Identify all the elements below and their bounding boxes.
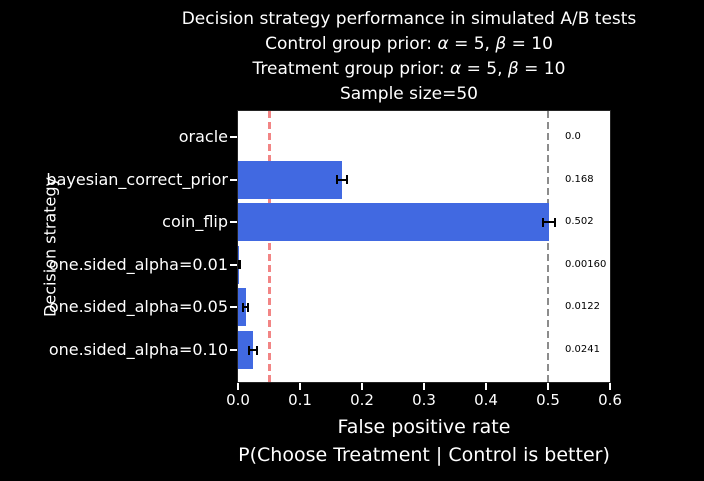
- error-bar-cap: [346, 175, 349, 185]
- bar: [238, 203, 549, 242]
- title-text-segment: = 5,: [461, 59, 508, 79]
- error-bar-cap: [336, 175, 339, 185]
- xtick-mark: [361, 383, 363, 390]
- ytick-mark: [230, 221, 237, 224]
- error-bar-cap: [248, 345, 251, 355]
- error-bar: [243, 306, 249, 309]
- xtick-label: 0.0: [226, 391, 250, 409]
- error-bar-cap: [239, 260, 242, 270]
- xtick-mark: [299, 383, 301, 390]
- xtick-mark: [485, 383, 487, 390]
- title-line-1: Decision strategy performance in simulat…: [181, 9, 637, 29]
- ytick-label: oracle: [178, 127, 228, 146]
- beta-symbol: β: [495, 34, 507, 54]
- title-line-3: Treatment group prior: α = 5, β = 10: [182, 57, 637, 82]
- ytick-mark: [230, 263, 237, 266]
- ytick-mark: [230, 306, 237, 309]
- title-text-segment: Treatment group prior:: [252, 59, 450, 79]
- error-bar-cap: [554, 217, 557, 227]
- xtick-label: 0.2: [350, 391, 374, 409]
- error-bar: [337, 178, 348, 181]
- title-line-2: Control group prior: α = 5, β = 10: [182, 32, 637, 57]
- error-bar-cap: [242, 302, 245, 312]
- x-axis-label-line-1: False positive rate: [337, 416, 511, 438]
- xtick-label: 0.1: [288, 391, 312, 409]
- alpha-threshold-line: [268, 111, 271, 382]
- xtick-mark: [423, 383, 425, 390]
- xtick-label: 0.4: [474, 391, 498, 409]
- ytick-label: one.sided_alpha=0.10: [48, 340, 228, 359]
- ytick-mark: [230, 178, 237, 181]
- plot-area: 0.0 oracle 0.168 bayesian_correct_prior 0.50…: [46, 110, 622, 409]
- ytick-label: bayesian_correct_prior: [46, 169, 228, 189]
- xtick-label: 0.3: [412, 391, 436, 409]
- error-bar-cap: [247, 302, 250, 312]
- chart-title: Decision strategy performance in simulat…: [182, 7, 637, 107]
- ytick-label: one.sided_alpha=0.05: [48, 297, 228, 317]
- bar: [238, 288, 246, 327]
- xtick-mark: [547, 383, 549, 390]
- alpha-symbol: α: [437, 34, 449, 54]
- xtick-mark: [237, 383, 239, 390]
- bar: [238, 160, 342, 199]
- value-label: 0.0: [565, 131, 581, 142]
- y-axis-label: Decision strategy: [40, 177, 60, 317]
- ytick-mark: [230, 349, 237, 351]
- error-bar-cap: [238, 260, 240, 270]
- error-bar: [543, 221, 556, 224]
- x-axis-label-line-2: P(Choose Treatment | Control is better): [238, 444, 610, 466]
- x-axis-label: False positive rate P(Choose Treatment |…: [238, 413, 610, 469]
- value-label: 0.502: [565, 216, 594, 228]
- xtick-label: 0.5: [536, 391, 560, 409]
- bar: [238, 331, 253, 369]
- value-label: 0.168: [565, 173, 594, 185]
- ytick-label: one.sided_alpha=0.01: [48, 254, 228, 274]
- value-label: 0.0241: [565, 344, 600, 355]
- title-text-segment: = 10: [518, 59, 566, 79]
- value-label: 0.0122: [565, 301, 600, 313]
- alpha-symbol: α: [449, 59, 462, 79]
- title-text-segment: = 5,: [448, 34, 496, 54]
- title-text-segment: = 10: [506, 34, 553, 54]
- xtick-label: 0.6: [598, 391, 622, 409]
- title-line-4: Sample size=50: [340, 84, 478, 104]
- ytick-label: coin_flip: [162, 212, 228, 232]
- ytick-mark: [230, 136, 237, 138]
- error-bar: [249, 349, 257, 351]
- error-bar-cap: [542, 217, 545, 227]
- error-bar-cap: [255, 345, 258, 355]
- title-text-segment: Control group prior:: [265, 34, 438, 54]
- value-label: 0.00160: [565, 258, 607, 270]
- xtick-mark: [609, 383, 611, 390]
- coin-flip-reference-line: [547, 111, 549, 382]
- beta-symbol: β: [507, 59, 519, 79]
